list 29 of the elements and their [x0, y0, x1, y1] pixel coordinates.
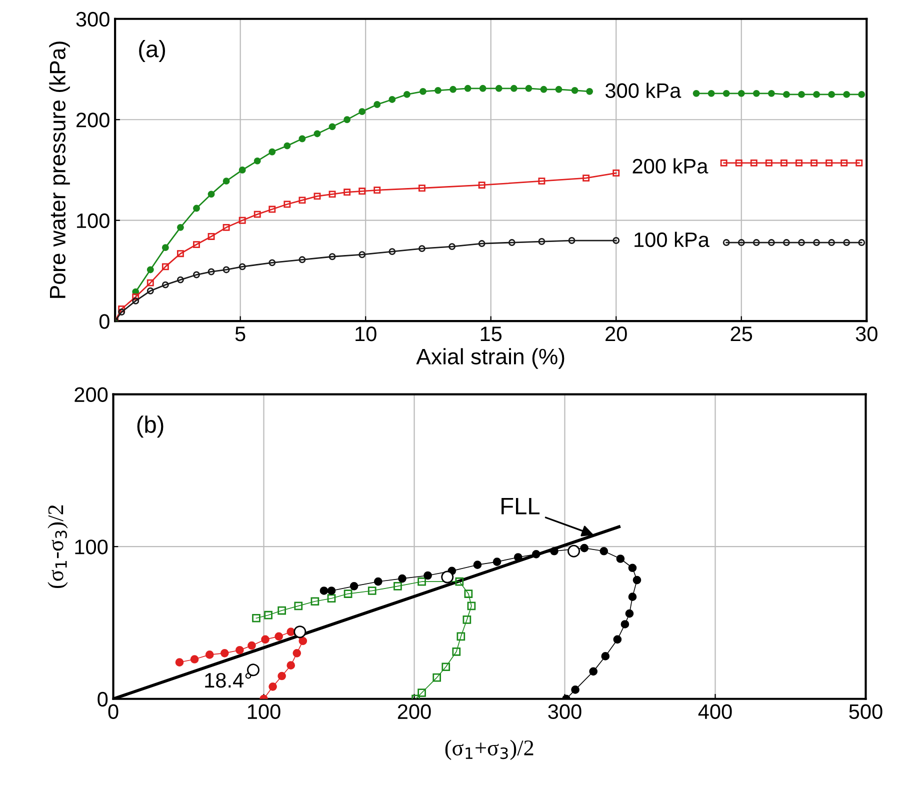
- x-tick-label: 10: [356, 326, 376, 342]
- x-tick-label: 15: [480, 326, 502, 342]
- annotation: FLL: [502, 498, 540, 514]
- x-tick-label: 200: [398, 704, 431, 720]
- y-axis-title: Pore water pressure (kPa): [49, 42, 70, 298]
- x-tick-label: 25: [730, 326, 752, 342]
- x-axis-title: (σ$_{1}$+σ$_{3}$)/2: [445, 740, 534, 760]
- series-label: 300 kPa: [605, 82, 682, 98]
- y-tick-label: 200: [74, 387, 108, 402]
- x-tick-label: 400: [698, 704, 732, 720]
- annotation: (b): [137, 416, 164, 438]
- x-tick-label: 5: [235, 326, 246, 342]
- y-tick-label: 100: [75, 540, 108, 554]
- y-tick-label: 100: [77, 213, 110, 228]
- series-label: 200 kPa: [632, 158, 708, 174]
- annotation: 18.4°: [205, 672, 252, 688]
- x-tick-label: 500: [849, 704, 882, 720]
- y-tick-label: 200: [76, 112, 110, 128]
- y-tick-label: 0: [99, 314, 110, 329]
- y-axis-title: (σ$_{1}$-σ$_{3}$)/2: [48, 505, 68, 588]
- x-tick-label: 300: [548, 704, 582, 720]
- y-tick-label: 0: [98, 692, 108, 707]
- x-axis-title: Axial strain (%): [416, 348, 564, 369]
- x-tick-label: 100: [248, 704, 280, 720]
- y-tick-label: 300: [76, 12, 110, 27]
- annotation: (a): [139, 40, 166, 62]
- series-label: 100 kPa: [634, 232, 710, 248]
- x-tick-label: 30: [856, 326, 878, 342]
- x-tick-label: 20: [606, 326, 627, 342]
